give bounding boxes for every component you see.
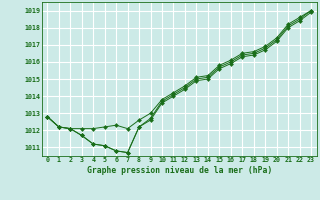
X-axis label: Graphe pression niveau de la mer (hPa): Graphe pression niveau de la mer (hPa) [87,166,272,175]
